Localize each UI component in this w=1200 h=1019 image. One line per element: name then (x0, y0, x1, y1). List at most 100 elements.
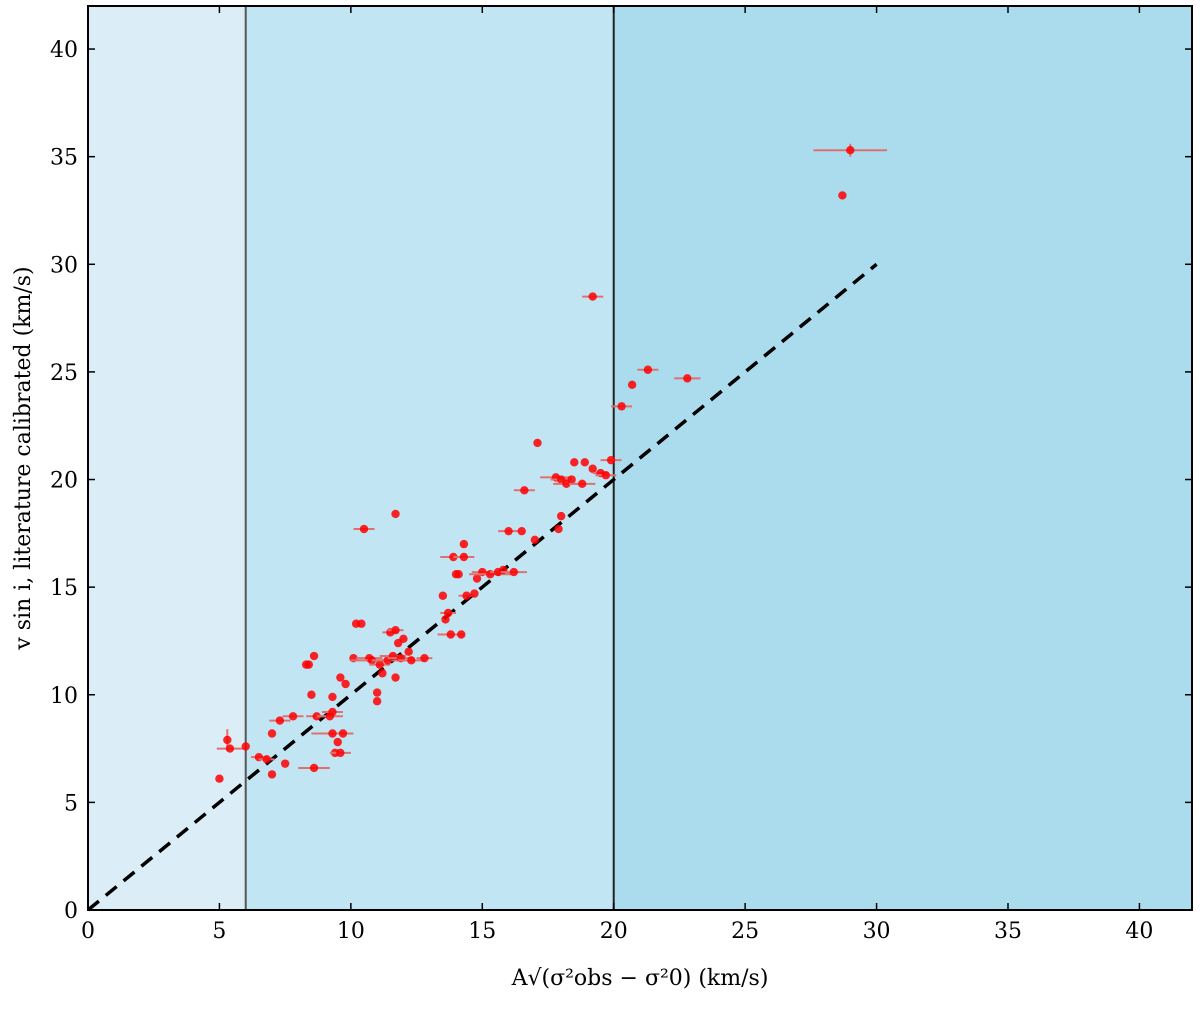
data-point (298, 763, 330, 773)
point-marker (577, 479, 587, 489)
y-tick-label: 15 (50, 576, 78, 601)
point-marker (328, 692, 337, 702)
data-point (341, 679, 350, 689)
data-point (404, 647, 413, 656)
point-marker (683, 374, 692, 383)
data-point (328, 692, 337, 702)
point-marker (312, 712, 321, 721)
point-marker (470, 589, 479, 598)
x-axis-label: A√(σ²obs − σ²0) (km/s) (511, 966, 769, 991)
point-marker (601, 471, 611, 480)
background-region-0 (88, 6, 246, 910)
data-point (674, 374, 701, 383)
y-tick-label: 5 (64, 791, 78, 816)
data-point (457, 630, 466, 639)
point-marker (391, 509, 400, 519)
data-point (556, 511, 566, 521)
point-marker (530, 535, 540, 544)
data-point (438, 591, 448, 600)
y-tick-label: 25 (50, 361, 78, 386)
point-marker (357, 619, 366, 628)
data-point (454, 570, 463, 579)
data-point (580, 458, 589, 467)
x-axis-ticks: 0 5 10 15 20 25 30 35 40 (81, 6, 1153, 944)
point-marker (420, 653, 429, 663)
data-point (258, 755, 275, 764)
data-point (391, 673, 400, 682)
point-marker (449, 552, 458, 562)
y-axis-label: v sin i, literature calibrated (km/s) (11, 266, 36, 650)
background-region-1 (245, 6, 614, 910)
point-marker (275, 716, 285, 725)
point-marker (520, 486, 529, 495)
point-marker (462, 591, 471, 600)
plot-frame (87, 5, 1193, 911)
data-point (567, 475, 576, 484)
data-point (498, 526, 520, 536)
data-point (282, 712, 304, 721)
point-marker (280, 759, 290, 768)
point-marker (309, 651, 319, 661)
data-point (500, 567, 527, 577)
data-point (336, 673, 345, 682)
point-marker (399, 634, 408, 643)
data-point (517, 526, 526, 536)
point-marker (223, 735, 232, 745)
data-point (309, 651, 319, 661)
data-point (241, 742, 250, 751)
point-marker (215, 774, 224, 783)
data-point (321, 707, 343, 717)
point-marker (504, 526, 513, 536)
point-marker (262, 755, 271, 764)
data-point (440, 608, 456, 618)
point-marker (241, 742, 250, 751)
data-point (369, 660, 391, 669)
data-point (333, 737, 342, 747)
data-point (391, 509, 400, 519)
data-point (472, 574, 482, 583)
point-marker (359, 524, 369, 534)
data-point (611, 402, 633, 411)
data-point (307, 690, 316, 699)
data-point (416, 653, 433, 663)
point-marker (391, 625, 400, 635)
x-tick-label: 40 (1125, 919, 1153, 944)
data-point (372, 697, 382, 706)
point-marker (307, 690, 316, 699)
data-point (588, 464, 597, 473)
data-point (637, 365, 659, 374)
y-tick-label: 20 (50, 469, 78, 494)
point-marker (554, 524, 563, 534)
data-point (533, 438, 542, 448)
data-point (582, 292, 604, 301)
point-marker (570, 458, 579, 467)
point-marker (588, 292, 597, 301)
data-point (398, 656, 425, 665)
point-marker (404, 647, 413, 656)
data-point (215, 774, 224, 783)
data-point (269, 716, 291, 725)
point-marker (309, 763, 319, 773)
data-point (216, 744, 244, 753)
point-marker (446, 630, 455, 639)
data-point (441, 615, 450, 624)
point-marker (459, 539, 469, 549)
data-point (387, 625, 404, 635)
point-marker (375, 660, 384, 669)
x-tick-label: 30 (863, 919, 891, 944)
point-marker (533, 438, 542, 448)
data-point (399, 634, 408, 643)
y-tick-label: 30 (50, 253, 78, 278)
data-point (304, 660, 313, 669)
data-point (357, 619, 366, 628)
point-marker (333, 737, 342, 747)
point-marker (438, 591, 448, 600)
point-marker (367, 656, 377, 665)
data-point (627, 380, 637, 390)
point-marker (517, 526, 526, 536)
point-marker (328, 729, 337, 738)
data-point (267, 729, 277, 738)
reference-line-group (86, 262, 878, 912)
point-marker (267, 729, 277, 738)
